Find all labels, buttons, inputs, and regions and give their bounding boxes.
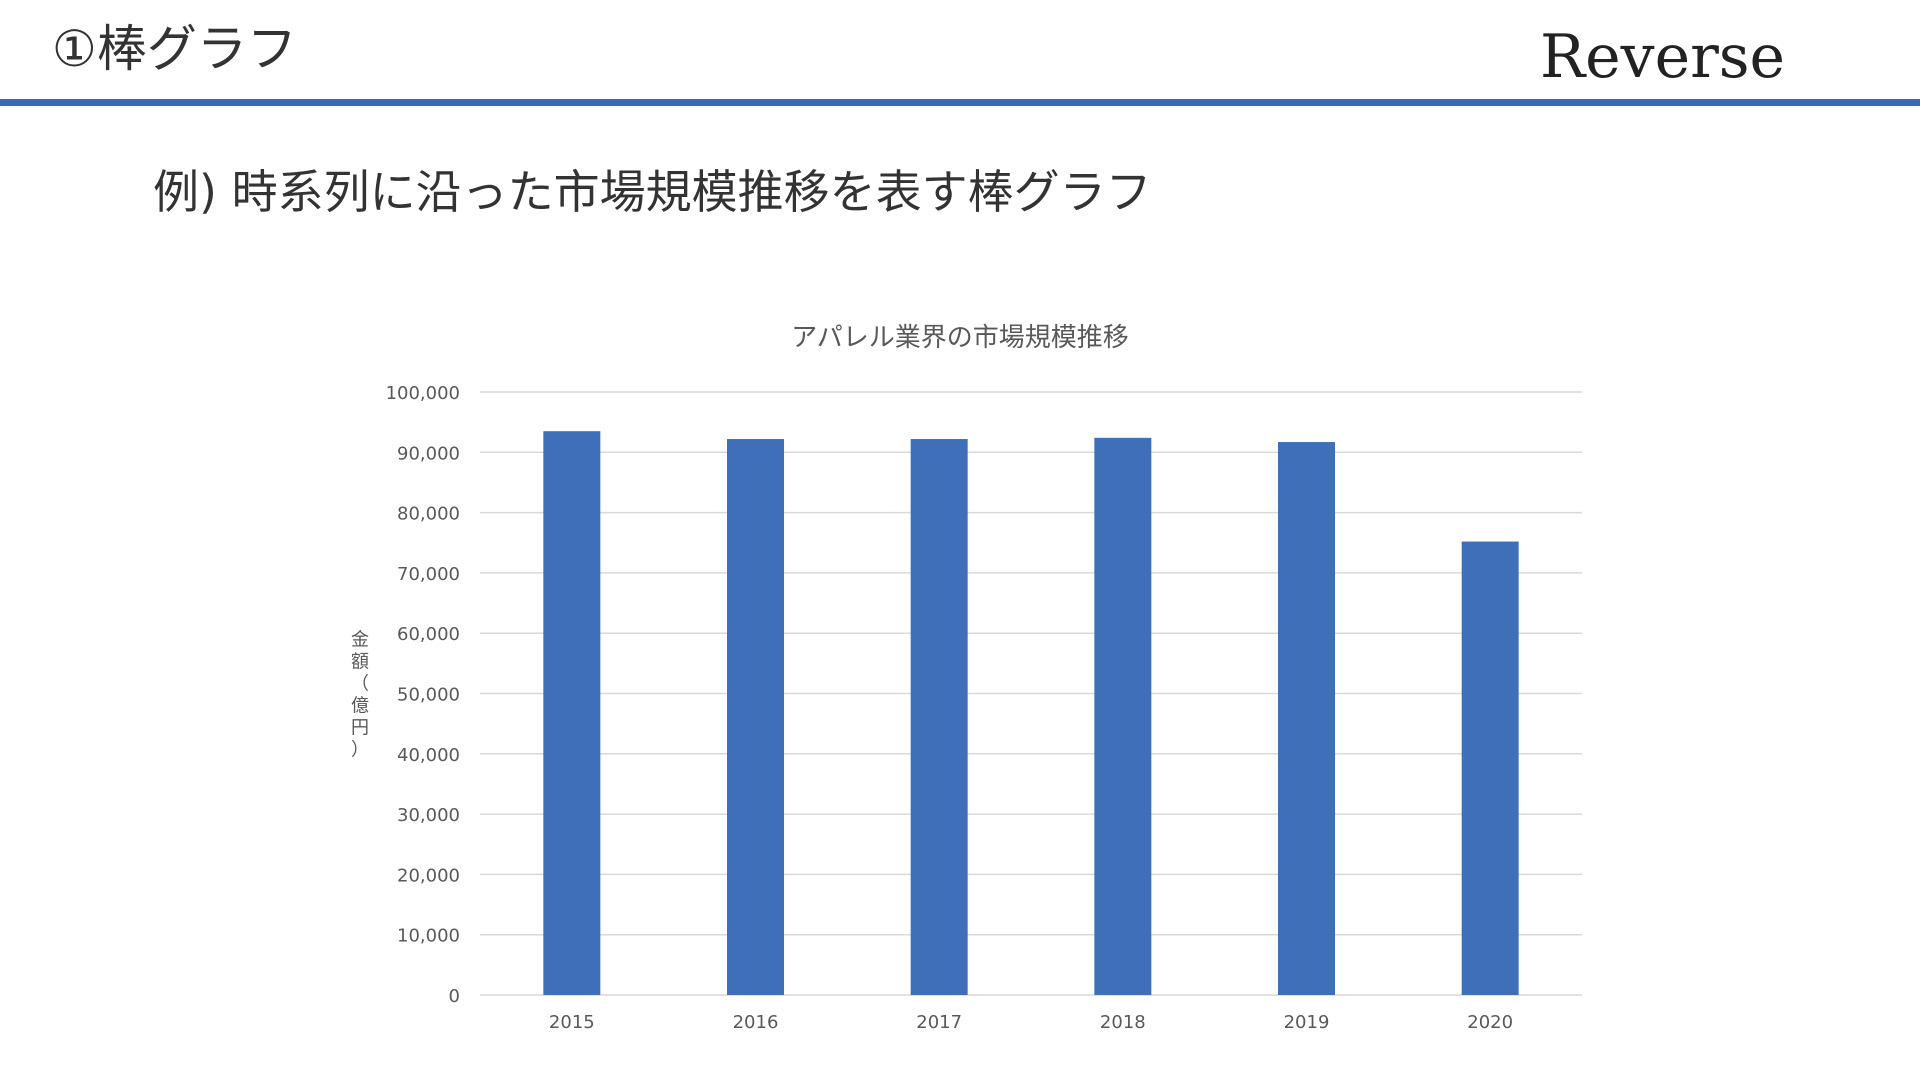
y-tick-label: 60,000 xyxy=(397,624,460,645)
x-axis-ticks: 2015 2016 2017 2018 2019 2020 xyxy=(549,1012,1513,1033)
slide-header: ①棒グラフ Reverse xyxy=(0,0,1920,110)
x-tick-label: 2015 xyxy=(549,1012,595,1033)
brand-logo: Reverse xyxy=(1540,22,1786,92)
slide-subtitle: 例) 時系列に沿った市場規模推移を表す棒グラフ xyxy=(153,165,1152,219)
chart-title: アパレル業界の市場規模推移 xyxy=(791,323,1128,353)
x-tick-label: 2016 xyxy=(733,1012,779,1033)
bar-2017 xyxy=(910,439,968,995)
x-tick-label: 2018 xyxy=(1100,1012,1146,1033)
y-axis-label-text: 金額（億円） xyxy=(351,630,369,761)
y-tick-label: 40,000 xyxy=(397,745,460,766)
y-axis-label: 金額（億円） xyxy=(351,630,369,761)
y-tick-label: 30,000 xyxy=(397,805,460,826)
y-tick-label: 50,000 xyxy=(397,685,460,706)
y-tick-label: 70,000 xyxy=(397,564,460,585)
x-tick-label: 2017 xyxy=(916,1012,962,1033)
y-tick-label: 100,000 xyxy=(386,383,460,404)
y-tick-label: 90,000 xyxy=(397,443,460,464)
y-axis-ticks: 0 10,000 20,000 30,000 40,000 50,000 60,000 70,… xyxy=(386,383,460,1007)
gridlines xyxy=(480,391,1582,996)
bar-2016 xyxy=(727,439,784,995)
y-tick-label: 10,000 xyxy=(397,926,460,947)
y-tick-label: 0 xyxy=(449,986,460,1007)
x-tick-label: 2020 xyxy=(1467,1012,1513,1033)
bar-2020 xyxy=(1461,541,1519,995)
bars xyxy=(543,431,1519,995)
bar-2019 xyxy=(1278,442,1335,995)
y-tick-label: 20,000 xyxy=(397,865,460,886)
bar-2015 xyxy=(543,431,601,995)
x-tick-label: 2019 xyxy=(1284,1012,1330,1033)
bar-2018 xyxy=(1094,437,1152,995)
header-divider xyxy=(0,99,1920,106)
section-title: ①棒グラフ xyxy=(52,20,297,78)
y-tick-label: 80,000 xyxy=(397,504,460,525)
